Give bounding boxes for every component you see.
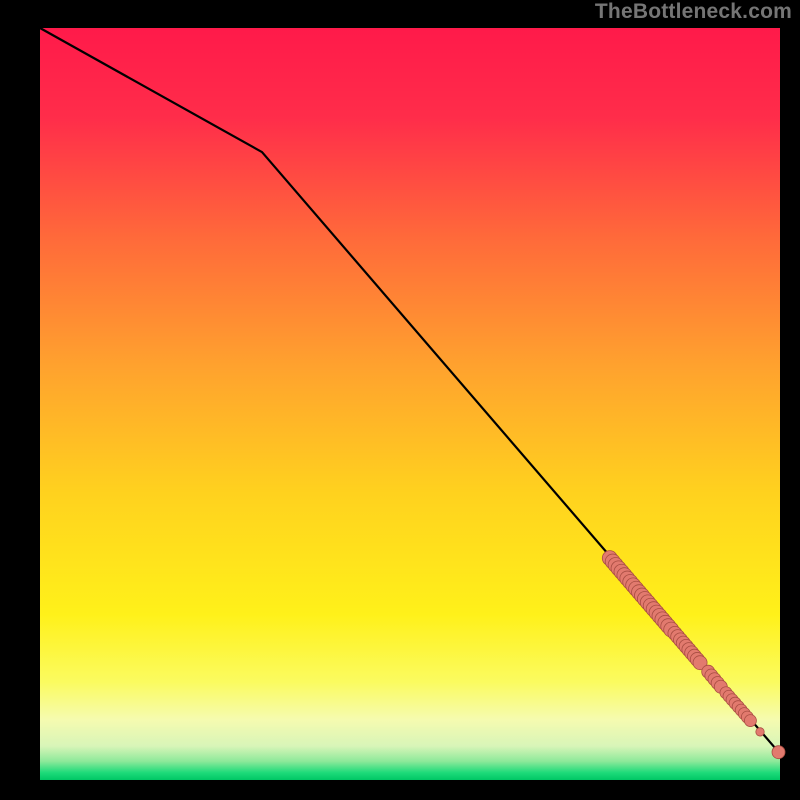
marker-dot: [756, 728, 764, 736]
bottleneck-chart: [0, 0, 800, 800]
chart-stage: TheBottleneck.com: [0, 0, 800, 800]
attribution-label: TheBottleneck.com: [595, 0, 792, 24]
plot-background: [40, 28, 780, 780]
marker-dot: [744, 715, 756, 727]
marker-dot: [772, 746, 785, 759]
